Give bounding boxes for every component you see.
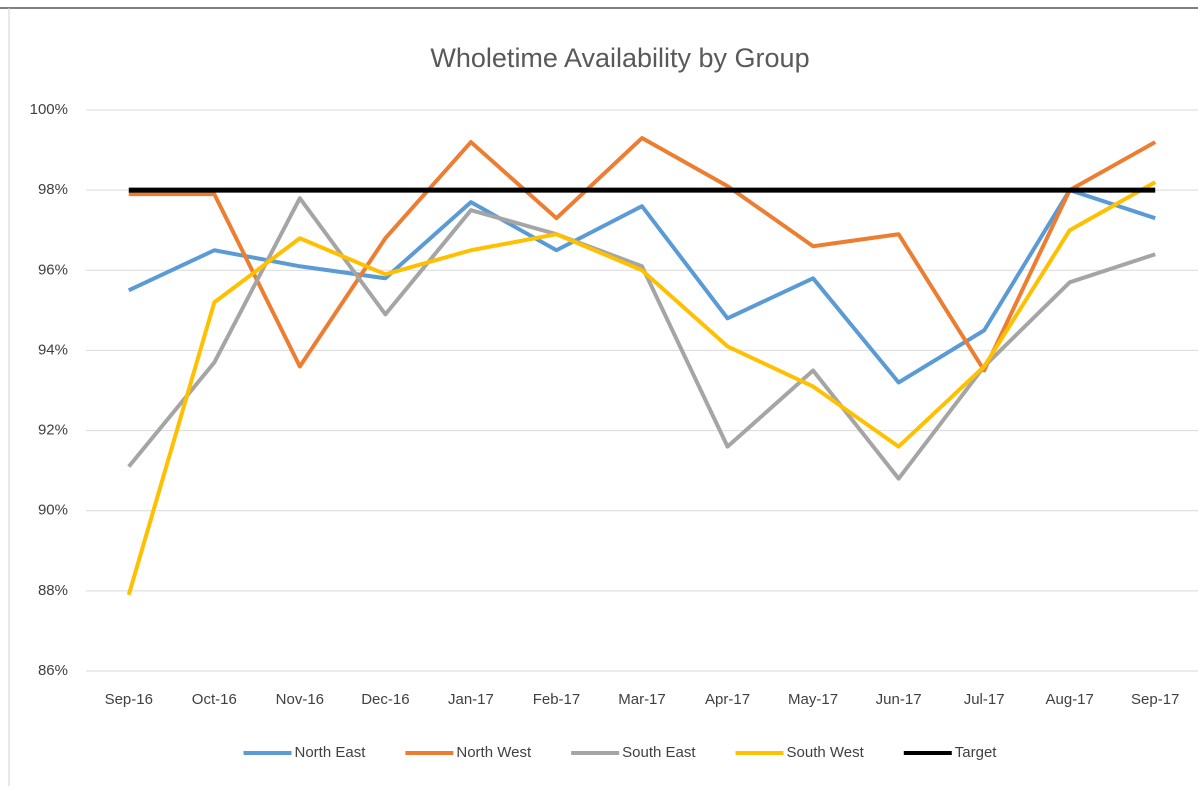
legend-label: North West — [456, 744, 532, 761]
y-tick-label: 90% — [38, 502, 68, 519]
y-tick-label: 96% — [38, 261, 68, 278]
legend-label: Target — [955, 744, 998, 761]
x-tick-label: Dec-16 — [361, 691, 409, 708]
x-tick-label: Mar-17 — [618, 691, 666, 708]
x-tick-label: Sep-17 — [1131, 691, 1179, 708]
y-tick-label: 98% — [38, 181, 68, 198]
x-tick-label: Jul-17 — [964, 691, 1005, 708]
x-tick-label: Aug-17 — [1046, 691, 1094, 708]
legend-label: North East — [295, 744, 367, 761]
y-tick-label: 94% — [38, 341, 68, 358]
x-tick-label: May-17 — [788, 691, 838, 708]
x-tick-label: Feb-17 — [533, 691, 581, 708]
x-tick-label: Jan-17 — [448, 691, 494, 708]
legend-label: South West — [787, 744, 865, 761]
x-tick-label: Oct-16 — [192, 691, 237, 708]
x-tick-label: Jun-17 — [876, 691, 922, 708]
legend-label: South East — [622, 744, 696, 761]
x-tick-label: Apr-17 — [705, 691, 750, 708]
series-line — [127, 188, 1156, 385]
y-tick-label: 100% — [30, 101, 68, 118]
series-line — [126, 180, 1157, 596]
y-tick-label: 86% — [38, 662, 68, 679]
x-tick-label: Nov-16 — [276, 691, 324, 708]
chart-title: Wholetime Availability by Group — [430, 43, 809, 73]
series-line — [128, 136, 1157, 373]
x-tick-label: Sep-16 — [105, 691, 153, 708]
y-tick-label: 88% — [38, 582, 68, 599]
y-tick-label: 92% — [38, 422, 68, 439]
